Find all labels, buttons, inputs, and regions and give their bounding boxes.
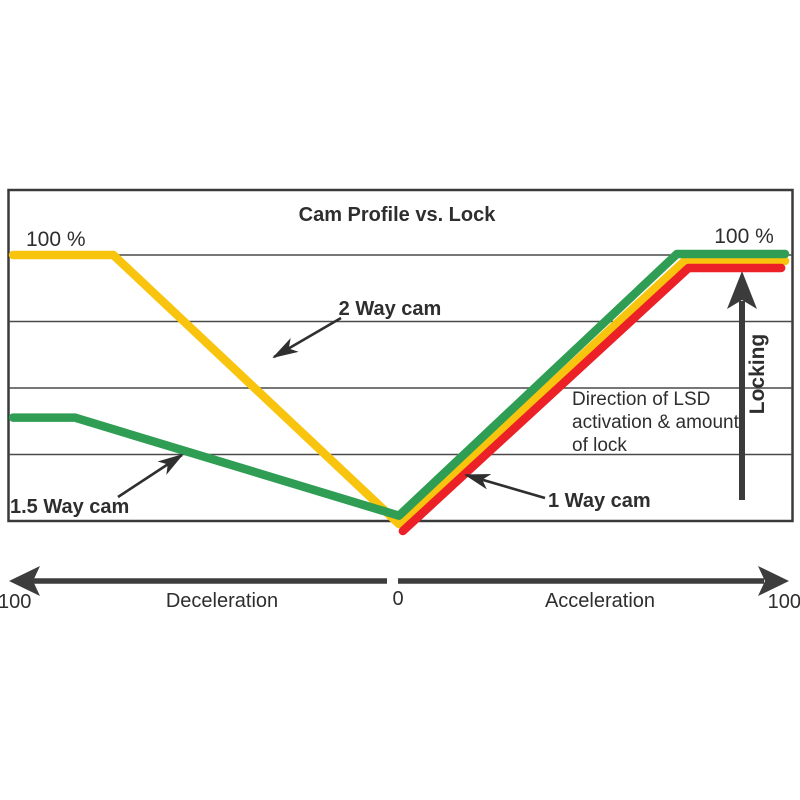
series-line-2-way-cam bbox=[8, 250, 790, 529]
plot-border bbox=[7, 188, 794, 523]
x-axis-arrow-icon bbox=[9, 566, 789, 596]
two-way-cam-arrow-icon bbox=[272, 316, 342, 359]
series-line-1-way-cam bbox=[398, 263, 786, 536]
gridlines bbox=[9, 254, 792, 456]
x-axis-left-100: 100 bbox=[0, 591, 31, 613]
series-line-1-5-way-cam bbox=[8, 249, 790, 520]
x-axis-deceleration-label: Deceleration bbox=[166, 590, 278, 612]
direction-line-2: activation & amount bbox=[572, 412, 740, 433]
left-100-percent-label: 100 % bbox=[26, 228, 86, 251]
one-way-cam-arrow-icon bbox=[464, 473, 546, 500]
right-100-percent-label: 100 % bbox=[714, 225, 774, 248]
one-five-way-cam-arrow-icon bbox=[117, 453, 184, 499]
direction-of-lsd-text: Direction of LSD activation & amount of … bbox=[572, 389, 740, 456]
chart-title: Cam Profile vs. Lock bbox=[299, 204, 497, 226]
locking-label: Locking bbox=[746, 334, 769, 415]
direction-line-1: Direction of LSD bbox=[572, 389, 710, 410]
one-way-cam-label: 1 Way cam bbox=[548, 490, 651, 512]
locking-arrow-icon bbox=[727, 271, 757, 500]
direction-line-3: of lock bbox=[572, 435, 627, 456]
two-way-cam-label: 2 Way cam bbox=[339, 298, 442, 320]
x-axis-zero: 0 bbox=[392, 588, 403, 610]
series-lines bbox=[8, 249, 790, 536]
one-five-way-cam-label: 1.5 Way cam bbox=[10, 496, 129, 518]
x-axis-acceleration-label: Acceleration bbox=[545, 590, 655, 612]
x-axis-right-100: 100 bbox=[768, 591, 800, 613]
